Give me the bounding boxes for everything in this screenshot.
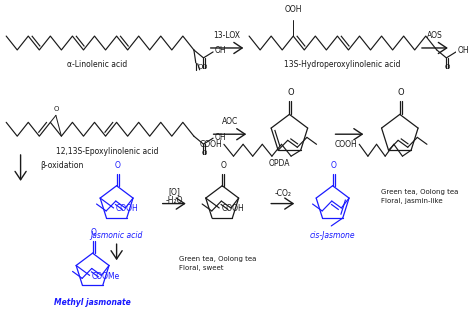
Text: AOS: AOS (427, 30, 442, 40)
Text: OH: OH (458, 46, 470, 56)
Text: Methyl jasmonate: Methyl jasmonate (54, 298, 131, 307)
Text: COOH: COOH (335, 140, 357, 149)
Text: 13S-Hydroperoxylinolenic acid: 13S-Hydroperoxylinolenic acid (284, 60, 401, 69)
Text: Floral, sweet: Floral, sweet (179, 265, 224, 271)
Text: O: O (202, 64, 207, 70)
Text: OH: OH (215, 133, 227, 142)
Text: 13-LOX: 13-LOX (213, 30, 240, 40)
Text: OOH: OOH (284, 5, 302, 14)
Text: β-oxidation: β-oxidation (40, 161, 83, 171)
Text: O: O (198, 64, 203, 70)
Text: Floral, jasmin-like: Floral, jasmin-like (381, 198, 442, 203)
Text: O: O (220, 161, 226, 170)
Text: -H₂O: -H₂O (165, 196, 183, 205)
Text: -CO₂: -CO₂ (274, 189, 291, 198)
Text: AOC: AOC (222, 117, 238, 126)
Text: COOH: COOH (221, 204, 244, 214)
Text: COOH: COOH (116, 204, 138, 214)
Text: cis-Jasmone: cis-Jasmone (310, 231, 356, 240)
Text: α-Linolenic acid: α-Linolenic acid (67, 60, 128, 69)
Text: Green tea, Oolong tea: Green tea, Oolong tea (179, 256, 256, 262)
Text: COOH: COOH (199, 140, 222, 149)
Text: O: O (53, 106, 59, 112)
Text: OH: OH (215, 46, 227, 56)
Text: O: O (115, 161, 120, 170)
Text: O: O (91, 228, 97, 237)
Text: O: O (398, 88, 404, 96)
Text: 12,13S-Epoxylinolenic acid: 12,13S-Epoxylinolenic acid (56, 147, 158, 155)
Text: [O]: [O] (168, 187, 180, 196)
Text: O: O (202, 150, 207, 156)
Text: Green tea, Oolong tea: Green tea, Oolong tea (381, 189, 458, 195)
Text: O: O (287, 88, 294, 96)
Text: Jasmonic acid: Jasmonic acid (91, 231, 143, 240)
Text: O: O (445, 64, 450, 70)
Text: O: O (331, 161, 337, 170)
Text: OPDA: OPDA (269, 160, 291, 168)
Text: COOMe: COOMe (91, 272, 120, 281)
